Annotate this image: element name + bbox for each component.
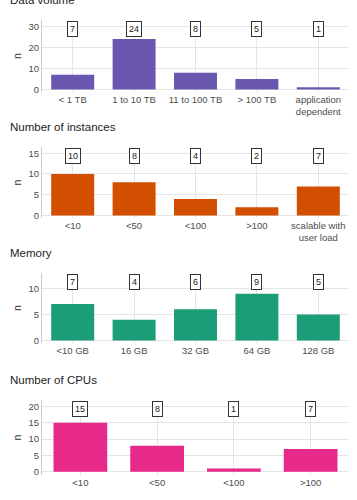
svg-text:8: 8 (193, 24, 198, 34)
svg-text:10: 10 (68, 151, 78, 161)
svg-text:0: 0 (34, 84, 39, 95)
svg-text:<100: <100 (223, 477, 244, 488)
svg-text:5: 5 (34, 309, 39, 320)
svg-text:20: 20 (29, 401, 40, 412)
svg-text:64 GB: 64 GB (243, 345, 270, 356)
svg-text:11 to 100 TB: 11 to 100 TB (169, 94, 223, 105)
svg-text:8: 8 (132, 151, 137, 161)
svg-text:10: 10 (29, 283, 40, 294)
svg-text:applicationdependent: applicationdependent (296, 94, 342, 117)
svg-text:<10: <10 (72, 477, 88, 488)
svg-text:n: n (11, 179, 23, 185)
svg-text:n: n (11, 305, 23, 311)
svg-text:20: 20 (29, 42, 40, 53)
svg-text:> 100 TB: > 100 TB (238, 94, 277, 105)
svg-text:Memory: Memory (10, 247, 52, 259)
svg-text:Number of instances: Number of instances (10, 121, 116, 133)
svg-text:5: 5 (316, 277, 321, 287)
svg-text:2: 2 (254, 151, 259, 161)
svg-text:7: 7 (70, 277, 75, 287)
svg-text:10: 10 (29, 433, 40, 444)
svg-text:15: 15 (29, 417, 40, 428)
svg-text:1: 1 (231, 404, 236, 414)
svg-text:5: 5 (254, 24, 259, 34)
svg-text:5: 5 (34, 450, 39, 461)
svg-text:7: 7 (316, 151, 321, 161)
svg-text:<10 GB: <10 GB (56, 345, 88, 356)
svg-text:n: n (11, 434, 23, 440)
svg-text:<50: <50 (149, 477, 165, 488)
svg-text:32 GB: 32 GB (182, 345, 209, 356)
svg-text:10: 10 (29, 168, 40, 179)
svg-text:Data volume: Data volume (10, 0, 75, 6)
svg-text:9: 9 (254, 277, 259, 287)
svg-text:6: 6 (193, 277, 198, 287)
svg-text:<10: <10 (65, 220, 81, 231)
svg-text:15: 15 (29, 148, 40, 159)
svg-text:15: 15 (75, 404, 85, 414)
svg-text:>100: >100 (300, 477, 321, 488)
svg-text:<50: <50 (126, 220, 142, 231)
svg-text:scalable withuser load: scalable withuser load (291, 220, 345, 243)
svg-text:0: 0 (34, 210, 39, 221)
svg-text:1: 1 (316, 24, 321, 34)
svg-text:8: 8 (155, 404, 160, 414)
svg-text:128 GB: 128 GB (302, 345, 334, 356)
svg-text:4: 4 (132, 277, 137, 287)
svg-text:7: 7 (70, 24, 75, 34)
svg-text:<100: <100 (185, 220, 206, 231)
svg-text:0: 0 (34, 335, 39, 346)
svg-text:24: 24 (129, 24, 139, 34)
svg-text:0: 0 (34, 466, 39, 477)
svg-text:10: 10 (29, 63, 40, 74)
svg-text:>100: >100 (246, 220, 267, 231)
svg-text:1 to 10 TB: 1 to 10 TB (112, 94, 156, 105)
svg-text:n: n (11, 53, 23, 59)
svg-text:30: 30 (29, 21, 40, 32)
svg-text:< 1 TB: < 1 TB (59, 94, 87, 105)
svg-text:4: 4 (193, 151, 198, 161)
svg-text:Number of CPUs: Number of CPUs (10, 374, 97, 386)
svg-text:16 GB: 16 GB (121, 345, 148, 356)
svg-text:5: 5 (34, 189, 39, 200)
svg-text:7: 7 (308, 404, 313, 414)
